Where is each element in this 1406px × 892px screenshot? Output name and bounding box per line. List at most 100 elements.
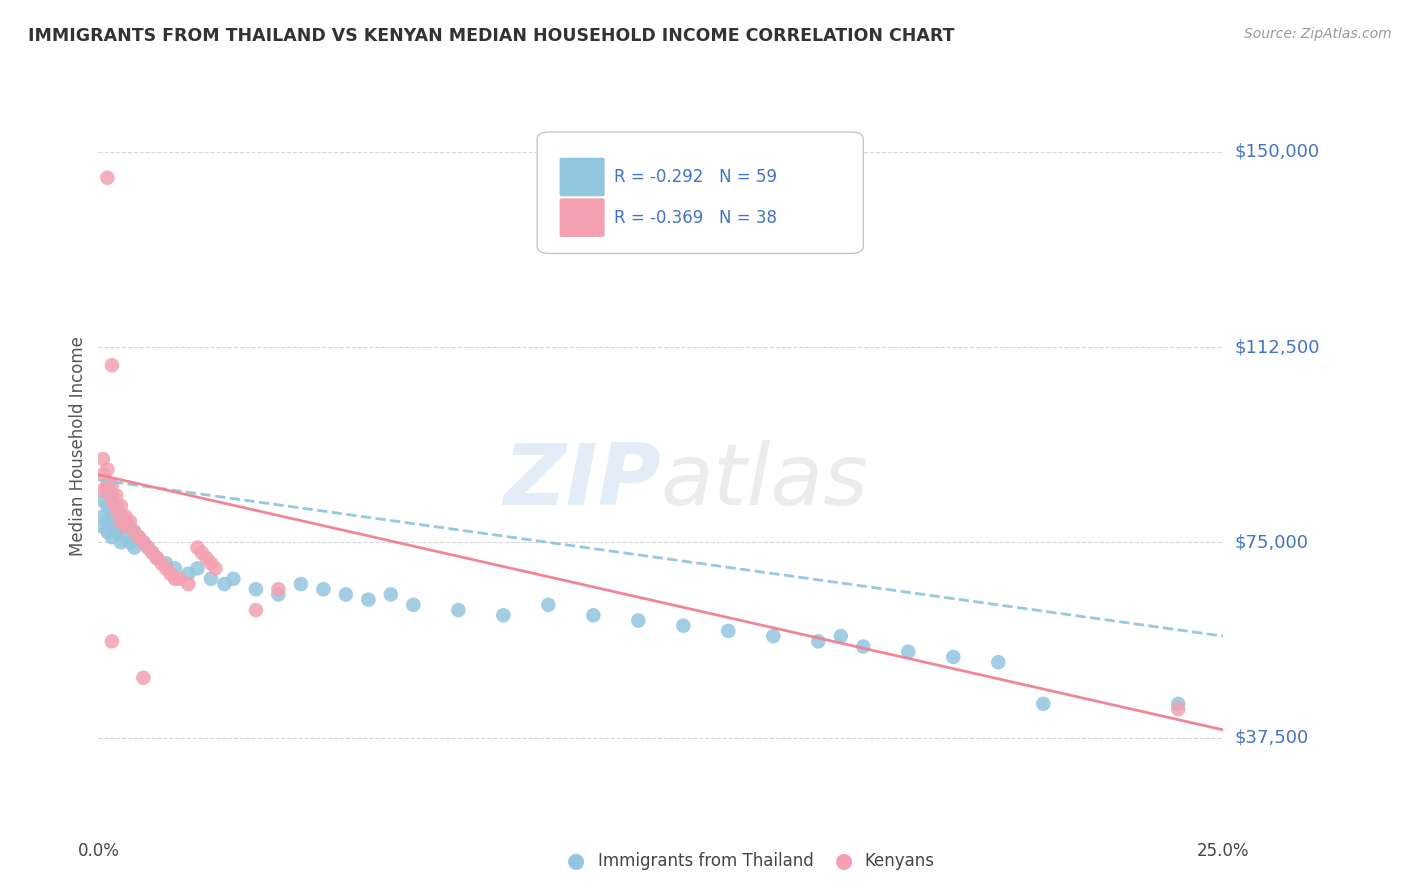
Point [118,515,141,529]
Point [191,546,214,560]
Point [146,551,169,566]
Point [132,535,155,549]
Point [312,582,335,597]
Point [118,535,141,549]
Point [195,551,218,566]
Point [186,541,208,555]
Text: atlas: atlas [661,440,869,524]
Text: IMMIGRANTS FROM THAILAND VS KENYAN MEDIAN HOUSEHOLD INCOME CORRELATION CHART: IMMIGRANTS FROM THAILAND VS KENYAN MEDIA… [28,27,955,45]
Point [91,467,114,482]
Point [582,608,605,623]
Point [101,530,124,544]
Point [101,488,124,502]
Point [96,478,118,492]
Point [96,170,118,185]
Point [159,566,181,581]
Point [942,649,965,664]
Point [267,587,290,601]
Point [357,592,380,607]
Y-axis label: Median Household Income: Median Household Income [69,336,87,556]
Point [96,483,118,498]
Point [897,645,920,659]
Text: R = -0.292   N = 59: R = -0.292 N = 59 [613,168,776,186]
Point [110,509,132,524]
Point [267,582,290,597]
Point [101,493,124,508]
Point [118,520,141,534]
Point [177,577,200,591]
Point [114,509,136,524]
Text: 25.0%: 25.0% [1197,842,1250,860]
Point [150,556,173,570]
Point [852,640,875,654]
Point [186,561,208,575]
Point [807,634,830,648]
Text: 0.0%: 0.0% [77,842,120,860]
Point [380,587,402,601]
Point [114,520,136,534]
Point [124,524,146,539]
Text: Kenyans: Kenyans [865,852,935,870]
Point [141,546,163,560]
Text: Immigrants from Thailand: Immigrants from Thailand [598,852,813,870]
Point [105,488,128,502]
Point [155,556,177,570]
Point [96,462,118,476]
Point [110,499,132,513]
Point [91,493,114,508]
Text: ●: ● [835,851,852,871]
Point [105,515,128,529]
Point [101,358,124,372]
Point [762,629,785,643]
FancyBboxPatch shape [537,132,863,253]
Point [110,515,132,529]
Point [987,655,1010,669]
Point [447,603,470,617]
Text: R = -0.369   N = 38: R = -0.369 N = 38 [613,209,776,227]
Point [402,598,425,612]
Point [200,572,222,586]
Point [128,530,150,544]
Point [141,546,163,560]
Point [146,551,169,566]
Point [245,582,267,597]
Point [627,614,650,628]
Point [717,624,740,638]
Point [101,520,124,534]
Point [177,566,200,581]
Text: $112,500: $112,500 [1234,338,1320,356]
Point [214,577,236,591]
Point [290,577,312,591]
FancyBboxPatch shape [560,198,605,237]
Point [128,530,150,544]
Text: $75,000: $75,000 [1234,533,1309,551]
Point [492,608,515,623]
Point [91,452,114,467]
Point [91,483,114,498]
Point [96,499,118,513]
Point [124,524,146,539]
Text: $150,000: $150,000 [1234,143,1319,161]
Point [105,504,128,518]
Point [96,524,118,539]
Point [91,520,114,534]
Point [335,587,357,601]
Point [1032,697,1054,711]
Point [830,629,852,643]
Point [105,499,128,513]
Point [200,556,222,570]
Point [155,561,177,575]
Text: ZIP: ZIP [503,440,661,524]
Point [222,572,245,586]
Point [101,634,124,648]
Point [1167,702,1189,716]
FancyBboxPatch shape [560,158,605,196]
Point [132,671,155,685]
Text: Source: ZipAtlas.com: Source: ZipAtlas.com [1244,27,1392,41]
Point [1167,697,1189,711]
Point [136,541,159,555]
Point [537,598,560,612]
Point [245,603,267,617]
Point [101,504,124,518]
Point [110,520,132,534]
